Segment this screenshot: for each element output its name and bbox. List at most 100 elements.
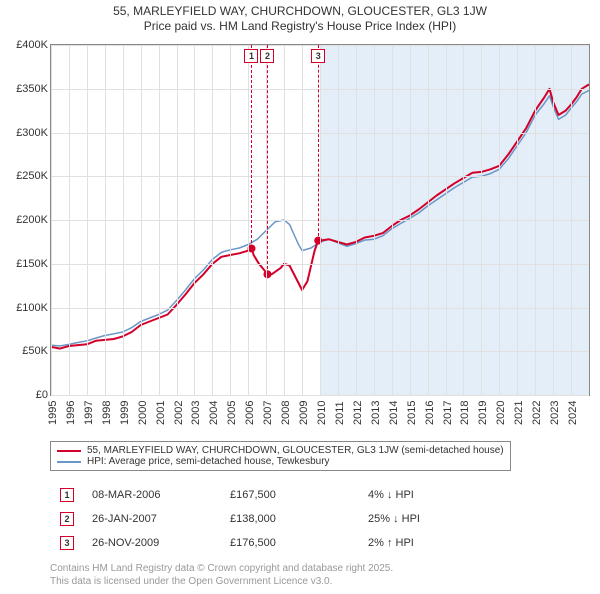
marker-box-3: 3 xyxy=(311,49,325,63)
marker-cell-price: £167,500 xyxy=(222,484,358,506)
legend-row-blue: HPI: Average price, semi-detached house,… xyxy=(57,456,504,467)
xtick-label: 2012 xyxy=(352,401,364,425)
grid-line-v xyxy=(141,45,142,395)
grid-line-v xyxy=(338,45,339,395)
xtick-label: 2014 xyxy=(388,401,400,425)
xtick-label: 1995 xyxy=(47,401,59,425)
xtick-label: 2024 xyxy=(567,401,579,425)
footer-text: Contains HM Land Registry data © Crown c… xyxy=(50,562,393,588)
grid-line-v xyxy=(248,45,249,395)
chart-container: 55, MARLEYFIELD WAY, CHURCHDOWN, GLOUCES… xyxy=(0,4,600,594)
xtick-label: 2016 xyxy=(424,401,436,425)
grid-line-v xyxy=(87,45,88,395)
xtick-label: 2015 xyxy=(406,401,418,425)
marker-box-2: 2 xyxy=(260,49,274,63)
ytick-label: £250K xyxy=(16,170,51,182)
xtick-label: 2008 xyxy=(280,401,292,425)
grid-line-v xyxy=(535,45,536,395)
marker-cell-delta: 25% ↓ HPI xyxy=(360,508,428,530)
grid-line-v xyxy=(69,45,70,395)
xtick-label: 2006 xyxy=(244,401,256,425)
marker-cell-price: £138,000 xyxy=(222,508,358,530)
legend: 55, MARLEYFIELD WAY, CHURCHDOWN, GLOUCES… xyxy=(50,441,511,471)
grid-line-v xyxy=(159,45,160,395)
xtick-label: 2001 xyxy=(155,401,167,425)
xtick-label: 2004 xyxy=(208,401,220,425)
grid-line-v xyxy=(302,45,303,395)
legend-swatch-red xyxy=(57,450,81,452)
chart-title-line2: Price paid vs. HM Land Registry's House … xyxy=(0,19,600,33)
marker-cell-delta: 2% ↑ HPI xyxy=(360,532,428,554)
grid-line-v xyxy=(356,45,357,395)
marker-drop-line xyxy=(251,45,252,248)
marker-cell-box: 3 xyxy=(60,536,74,550)
xtick-label: 2002 xyxy=(173,401,185,425)
xtick-label: 2019 xyxy=(477,401,489,425)
xtick-label: 2000 xyxy=(137,401,149,425)
legend-label-red: 55, MARLEYFIELD WAY, CHURCHDOWN, GLOUCES… xyxy=(87,445,504,456)
footer-line2: This data is licensed under the Open Gov… xyxy=(50,575,393,588)
ytick-label: £350K xyxy=(16,83,51,95)
grid-line-v xyxy=(481,45,482,395)
xtick-label: 2021 xyxy=(513,401,525,425)
grid-line-v xyxy=(320,45,321,395)
ytick-label: £100K xyxy=(16,302,51,314)
marker-row-1: 1 08-MAR-2006£167,5004% ↓ HPI xyxy=(52,484,428,506)
footer-line1: Contains HM Land Registry data © Crown c… xyxy=(50,562,393,575)
xtick-label: 1998 xyxy=(101,401,113,425)
xtick-label: 2011 xyxy=(334,401,346,425)
ytick-label: £200K xyxy=(16,214,51,226)
xtick-label: 2020 xyxy=(495,401,507,425)
ytick-label: £0 xyxy=(36,389,51,401)
xtick-label: 2007 xyxy=(262,401,274,425)
ytick-label: £50K xyxy=(22,345,51,357)
grid-line-v xyxy=(284,45,285,395)
xtick-label: 2018 xyxy=(459,401,471,425)
xtick-label: 2010 xyxy=(316,401,328,425)
xtick-label: 2023 xyxy=(549,401,561,425)
grid-line-v xyxy=(51,45,52,395)
grid-line-v xyxy=(177,45,178,395)
xtick-label: 1999 xyxy=(119,401,131,425)
markers-table: 1 08-MAR-2006£167,5004% ↓ HPI 2 26-JAN-2007… xyxy=(50,482,430,556)
marker-row-3: 326-NOV-2009£176,5002% ↑ HPI xyxy=(52,532,428,554)
ytick-label: £400K xyxy=(16,39,51,51)
grid-line-v xyxy=(571,45,572,395)
xtick-label: 2022 xyxy=(531,401,543,425)
grid-line-v xyxy=(230,45,231,395)
grid-line-v xyxy=(553,45,554,395)
xtick-label: 1997 xyxy=(83,401,95,425)
marker-cell-box: 2 xyxy=(60,512,74,526)
marker-cell-box: 1 xyxy=(60,488,74,502)
grid-line-v xyxy=(410,45,411,395)
xtick-label: 2003 xyxy=(190,401,202,425)
grid-line-v xyxy=(499,45,500,395)
chart-title-line1: 55, MARLEYFIELD WAY, CHURCHDOWN, GLOUCES… xyxy=(0,4,600,18)
xtick-label: 1996 xyxy=(65,401,77,425)
marker-row-2: 2 26-JAN-2007£138,00025% ↓ HPI xyxy=(52,508,428,530)
marker-cell-date: 08-MAR-2006 xyxy=(84,484,220,506)
legend-row-red: 55, MARLEYFIELD WAY, CHURCHDOWN, GLOUCES… xyxy=(57,445,504,456)
grid-line-v xyxy=(105,45,106,395)
grid-line-h xyxy=(51,395,589,396)
grid-line-v xyxy=(123,45,124,395)
xtick-label: 2009 xyxy=(298,401,310,425)
grid-line-v xyxy=(374,45,375,395)
marker-cell-delta: 4% ↓ HPI xyxy=(360,484,428,506)
xtick-label: 2005 xyxy=(226,401,238,425)
xtick-label: 2013 xyxy=(370,401,382,425)
grid-line-v xyxy=(194,45,195,395)
xtick-label: 2017 xyxy=(442,401,454,425)
plot-area: £0£50K£100K£150K£200K£250K£300K£350K£400… xyxy=(50,44,590,396)
marker-cell-date: 26-JAN-2007 xyxy=(84,508,220,530)
legend-swatch-blue xyxy=(57,461,81,463)
grid-line-v xyxy=(392,45,393,395)
grid-line-v xyxy=(212,45,213,395)
marker-drop-line xyxy=(267,45,268,274)
ytick-label: £150K xyxy=(16,258,51,270)
ytick-label: £300K xyxy=(16,127,51,139)
grid-line-v xyxy=(517,45,518,395)
marker-box-1: 1 xyxy=(244,49,258,63)
grid-line-v xyxy=(428,45,429,395)
grid-line-v xyxy=(446,45,447,395)
